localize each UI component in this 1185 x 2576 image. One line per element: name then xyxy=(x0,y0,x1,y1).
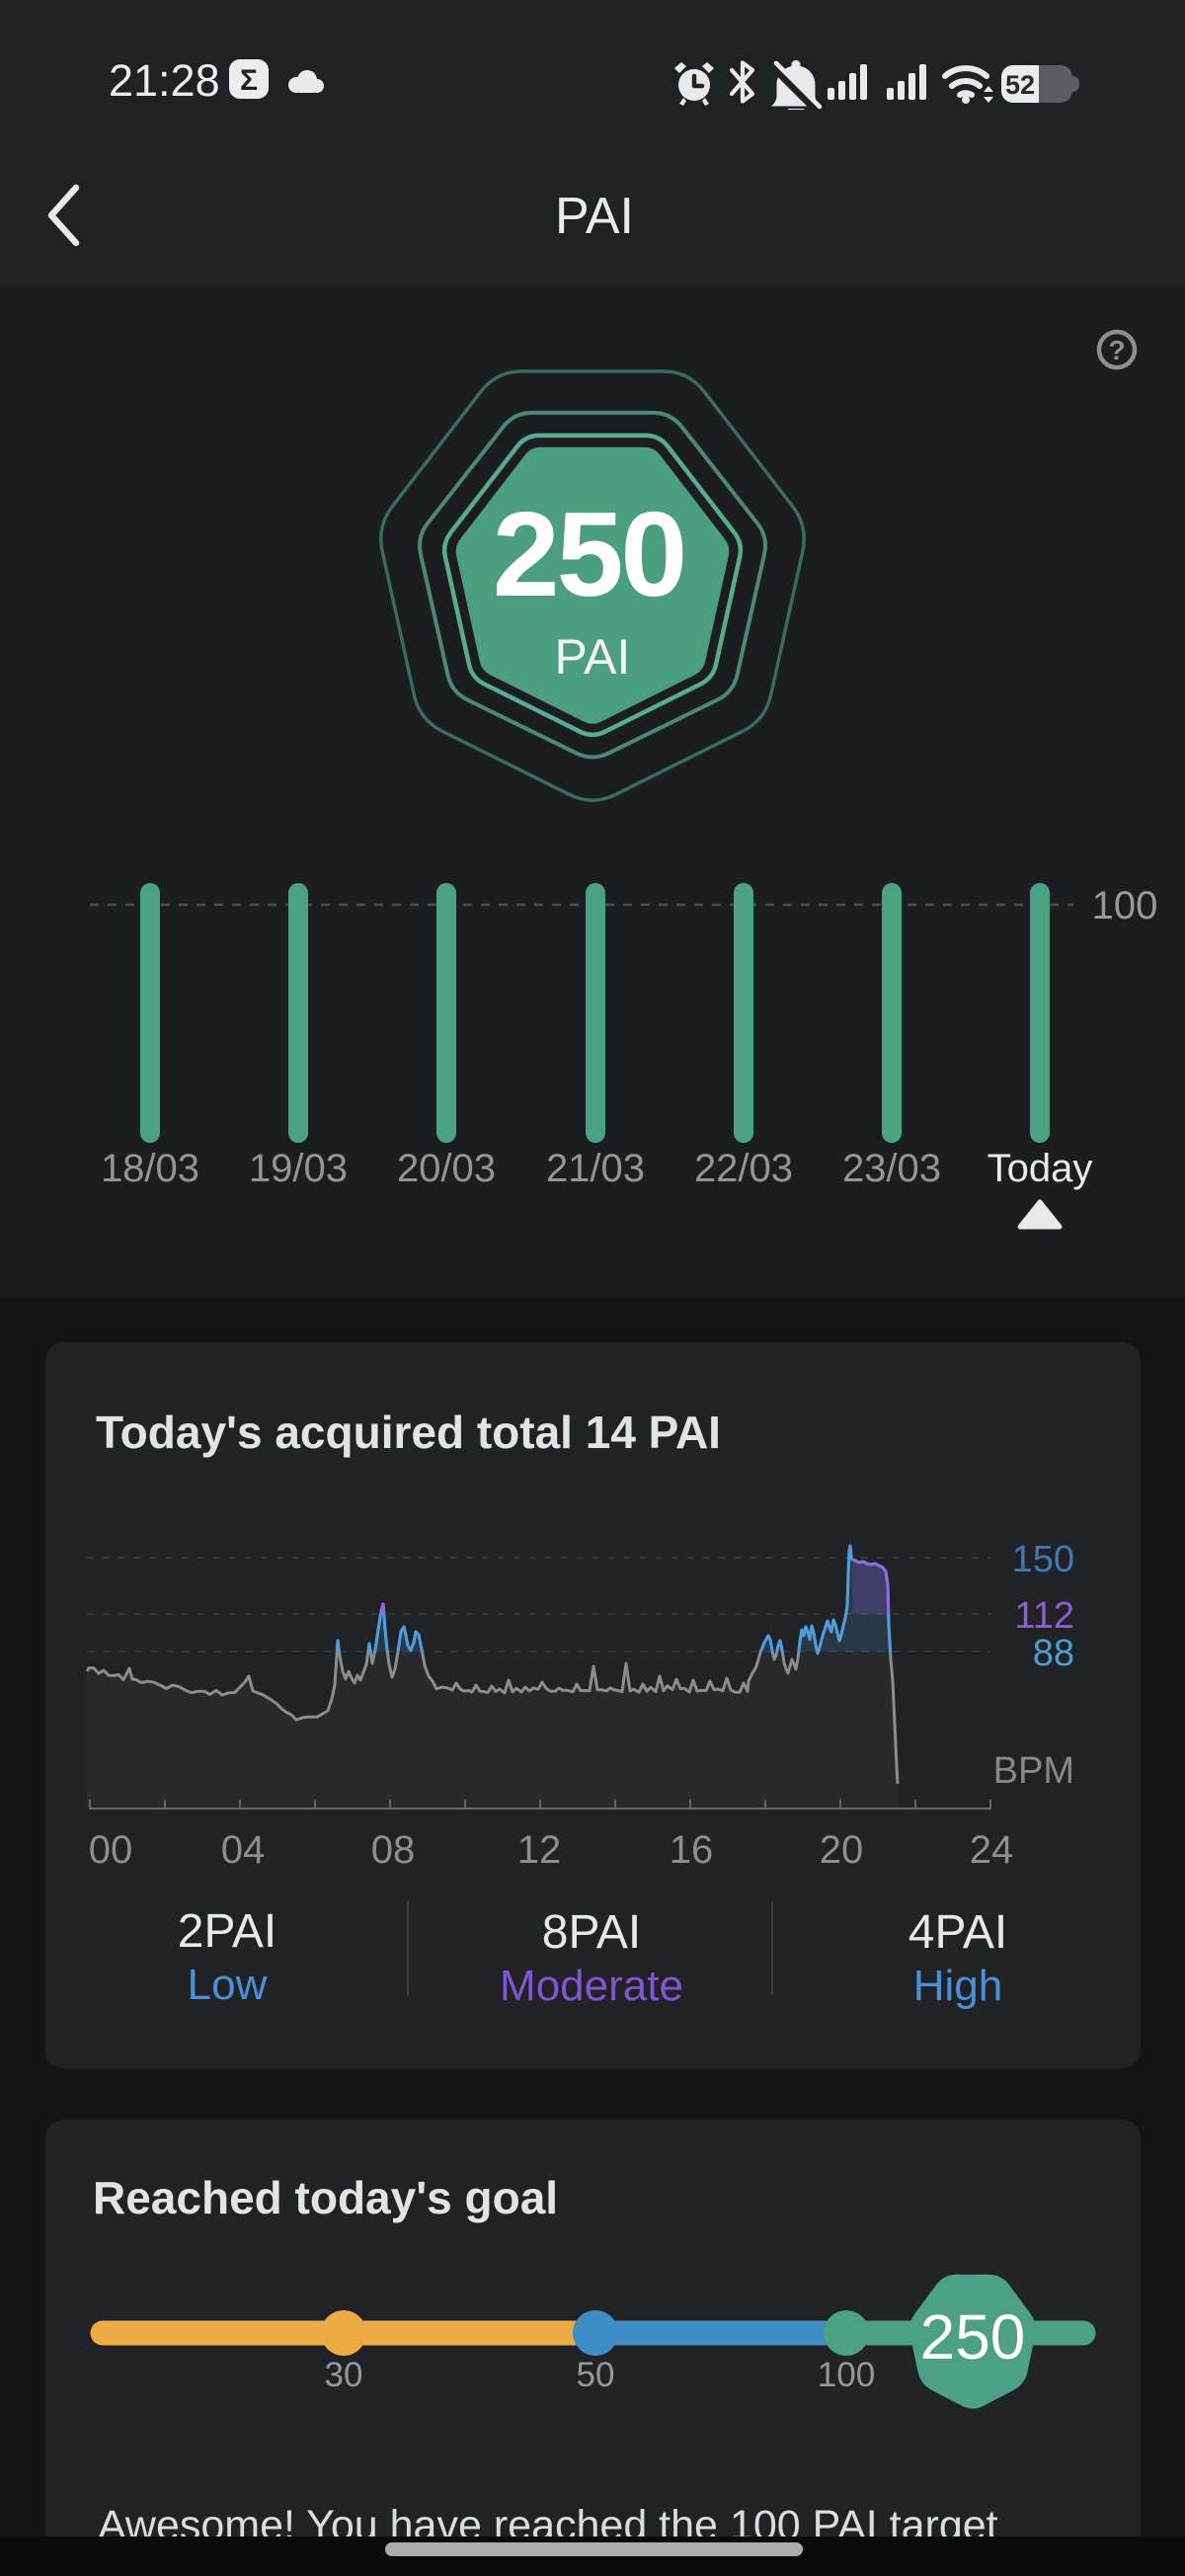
svg-text:250: 250 xyxy=(493,487,685,621)
svg-text:8PAI: 8PAI xyxy=(542,1906,642,1959)
svg-text:?: ? xyxy=(1108,335,1125,365)
svg-text:20/03: 20/03 xyxy=(397,1147,496,1190)
svg-text:High: High xyxy=(913,1962,1003,2010)
svg-text:19/03: 19/03 xyxy=(249,1147,348,1190)
svg-text:30: 30 xyxy=(325,2356,363,2394)
svg-text:16: 16 xyxy=(670,1828,714,1872)
svg-text:22/03: 22/03 xyxy=(694,1147,793,1190)
svg-text:Low: Low xyxy=(188,1961,268,2009)
svg-text:20: 20 xyxy=(820,1828,864,1872)
svg-text:88: 88 xyxy=(1033,1633,1074,1674)
svg-text:100: 100 xyxy=(818,2356,875,2394)
svg-text:52: 52 xyxy=(1005,70,1035,100)
svg-text:Σ: Σ xyxy=(240,64,258,97)
svg-text:50: 50 xyxy=(577,2356,615,2394)
svg-text:250: 250 xyxy=(920,2301,1026,2373)
svg-text:00: 00 xyxy=(89,1828,133,1872)
svg-text:24: 24 xyxy=(970,1828,1014,1872)
svg-text:100: 100 xyxy=(1092,884,1158,927)
svg-text:BPM: BPM xyxy=(993,1750,1074,1792)
svg-text:08: 08 xyxy=(371,1828,416,1872)
svg-text:12: 12 xyxy=(517,1828,562,1872)
svg-text:Today: Today xyxy=(988,1147,1093,1190)
svg-text:Moderate: Moderate xyxy=(500,1962,683,2010)
svg-text:150: 150 xyxy=(1012,1539,1074,1580)
svg-text:04: 04 xyxy=(221,1828,266,1872)
svg-text:112: 112 xyxy=(1014,1595,1074,1637)
svg-text:4PAI: 4PAI xyxy=(908,1906,1008,1959)
svg-text:PAI: PAI xyxy=(555,629,631,684)
svg-text:21/03: 21/03 xyxy=(546,1147,645,1190)
svg-text:23/03: 23/03 xyxy=(842,1147,941,1190)
svg-text:2PAI: 2PAI xyxy=(178,1905,277,1958)
svg-text:18/03: 18/03 xyxy=(101,1147,199,1190)
